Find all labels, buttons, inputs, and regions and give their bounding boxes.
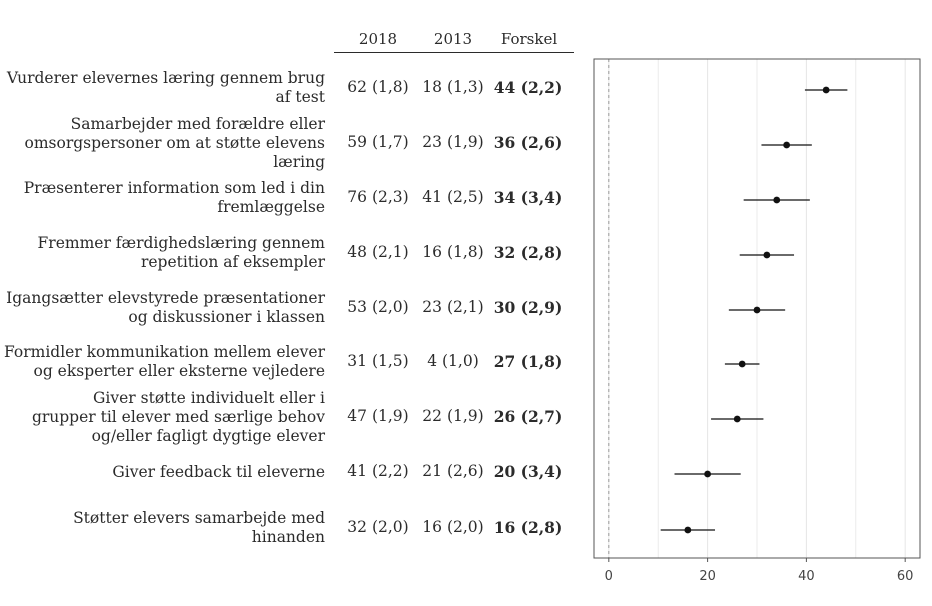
row-label-line: Igangsætter elevstyrede præsentationer — [6, 289, 325, 307]
data-point — [783, 141, 791, 149]
cell-2018: 41 (2,2) — [347, 462, 409, 480]
cell-2013: 23 (2,1) — [422, 298, 484, 316]
cell-2018: 62 (1,8) — [347, 78, 409, 96]
row-label-line: repetition af eksempler — [140, 253, 325, 271]
cell-diff: 16 (2,8) — [493, 518, 563, 537]
cell-2018: 47 (1,9) — [347, 407, 409, 425]
cell-diff: 34 (3,4) — [493, 188, 563, 207]
cell-diff: 32 (2,8) — [493, 243, 563, 262]
cell-2018: 48 (2,1) — [347, 243, 409, 261]
row-label-line: Formidler kommunikation mellem elever — [3, 343, 325, 361]
cell-2018: 53 (2,0) — [347, 298, 409, 316]
cell-2013: 16 (2,0) — [422, 518, 484, 536]
row-label-line: Samarbejder med forældre eller — [70, 114, 325, 133]
col-header-2013: 2013 — [433, 30, 473, 48]
row-label-line: omsorgspersoner om at støtte elevens — [24, 133, 325, 152]
cell-diff: 27 (1,8) — [493, 352, 563, 371]
cell-2013: 22 (1,9) — [422, 407, 484, 425]
row-label-line: Vurderer elevernes læring gennem brug — [6, 69, 325, 87]
x-tick-label: 0 — [605, 569, 613, 584]
row-label: Formidler kommunikation mellem elever og … — [0, 332, 325, 392]
cell-2018: 31 (1,5) — [347, 352, 409, 370]
row-label-line: Støtter elevers samarbejde med — [73, 509, 325, 527]
row-label: Igangsætter elevstyrede præsentationer og… — [0, 278, 325, 338]
row-label: Støtter elevers samarbejde med hinanden — [0, 498, 325, 558]
col-header-forskel: Forskel — [500, 30, 558, 48]
cell-2018: 32 (2,0) — [347, 518, 409, 536]
data-point — [773, 196, 781, 204]
data-point — [753, 306, 761, 314]
row-label-line: og/eller fagligt dygtige elever — [91, 426, 325, 445]
row-label-line: Fremmer færdighedslæring gennem — [37, 234, 325, 252]
row-label: Vurderer elevernes læring gennem brug af … — [0, 58, 325, 118]
row-label-line: fremlæggelse — [217, 198, 325, 216]
cell-2013: 41 (2,5) — [422, 188, 484, 206]
row-label-line: Præsenterer information som led i din — [23, 179, 325, 197]
row-label-line: grupper til elever med særlige behov — [31, 407, 325, 426]
x-tick-label: 60 — [897, 569, 914, 584]
cell-2013: 23 (1,9) — [422, 133, 484, 151]
row-label-line: Giver støtte individuelt eller i — [93, 388, 325, 407]
data-point — [684, 526, 692, 534]
row-label: Fremmer færdighedslæring gennem repetitio… — [0, 223, 325, 283]
cell-diff: 20 (3,4) — [493, 462, 563, 481]
cell-diff: 44 (2,2) — [493, 78, 563, 97]
row-label: Giver støtte individuelt eller i grupper … — [0, 387, 325, 447]
row-label-line: hinanden — [251, 528, 325, 546]
row-label: Præsenterer information som led i din fre… — [0, 168, 325, 228]
row-label: Giver feedback til eleverne — [0, 442, 325, 502]
cell-diff: 26 (2,7) — [493, 407, 563, 426]
cell-diff: 36 (2,6) — [493, 133, 563, 152]
x-tick-label: 40 — [798, 569, 815, 584]
cell-2013: 16 (1,8) — [422, 243, 484, 261]
row-label-line: læring — [273, 152, 325, 171]
cell-2013: 4 (1,0) — [427, 352, 479, 370]
x-tick-label: 20 — [699, 569, 716, 584]
data-point — [738, 360, 746, 368]
plot-frame — [593, 58, 921, 559]
cell-2013: 18 (1,3) — [422, 78, 484, 96]
cell-2013: 21 (2,6) — [422, 462, 484, 480]
data-point — [704, 470, 712, 478]
cell-2018: 76 (2,3) — [347, 188, 409, 206]
row-label-line: Giver feedback til eleverne — [112, 462, 325, 481]
header-rule — [334, 52, 574, 53]
row-label: Samarbejder med forældre eller omsorgsper… — [0, 113, 325, 173]
row-label-line: og diskussioner i klassen — [128, 308, 325, 326]
cell-diff: 30 (2,9) — [493, 298, 563, 317]
data-point — [763, 251, 771, 259]
row-label-line: af test — [275, 88, 326, 106]
col-header-2018: 2018 — [358, 30, 398, 48]
data-point — [822, 86, 830, 94]
cell-2018: 59 (1,7) — [347, 133, 409, 151]
row-label-line: og eksperter eller eksterne vejledere — [33, 362, 326, 380]
data-point — [733, 415, 741, 423]
